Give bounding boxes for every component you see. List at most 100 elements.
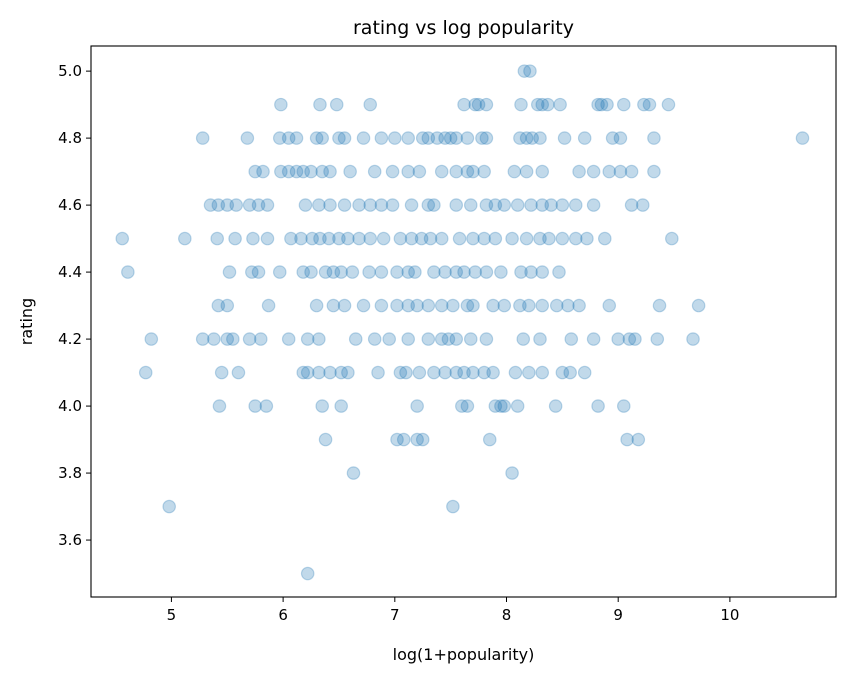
data-point: [274, 97, 288, 112]
data-point: [259, 399, 274, 413]
data-point: [203, 198, 218, 212]
data-point: [396, 432, 411, 447]
y-tick-label: 4.6: [58, 196, 82, 214]
data-point: [449, 265, 464, 279]
data-point: [318, 432, 333, 447]
data-point: [260, 231, 275, 246]
data-point: [446, 499, 460, 514]
data-point: [251, 265, 266, 279]
data-point: [323, 164, 337, 179]
data-point: [401, 164, 416, 179]
data-point: [488, 231, 503, 246]
data-point: [557, 131, 572, 145]
data-point: [385, 164, 400, 179]
data-point: [337, 198, 352, 212]
data-point: [519, 231, 534, 246]
data-point: [523, 64, 537, 78]
data-point: [341, 231, 355, 246]
data-point: [326, 298, 341, 313]
data-point: [272, 265, 287, 279]
data-point: [329, 97, 344, 112]
data-point: [457, 365, 471, 380]
data-point: [393, 231, 408, 246]
data-point: [401, 265, 416, 279]
data-point: [691, 298, 706, 313]
data-points: [115, 64, 810, 581]
data-point: [367, 332, 382, 346]
data-point: [479, 131, 494, 145]
data-point: [374, 198, 389, 212]
data-point: [466, 365, 480, 380]
data-point: [312, 365, 326, 380]
data-point: [497, 198, 512, 212]
data-point: [304, 265, 318, 279]
data-point: [449, 131, 464, 145]
data-point: [505, 466, 519, 480]
data-point: [272, 131, 287, 145]
data-point: [332, 231, 346, 246]
y-tick-label: 4.2: [58, 330, 82, 348]
data-point: [541, 97, 555, 112]
data-point: [519, 131, 534, 145]
data-point: [326, 265, 341, 279]
data-point: [438, 131, 452, 145]
data-point: [628, 332, 642, 346]
data-point: [415, 131, 430, 145]
data-point: [410, 432, 424, 447]
data-point: [616, 399, 631, 413]
data-point: [362, 265, 376, 279]
data-point: [475, 131, 489, 145]
data-point: [494, 399, 508, 413]
data-point: [479, 97, 494, 112]
data-point: [647, 131, 661, 145]
x-tick-label: 10: [720, 606, 739, 624]
data-point: [390, 265, 404, 279]
x-tick-label: 9: [613, 606, 623, 624]
data-point: [246, 231, 260, 246]
data-point: [482, 432, 497, 447]
data-point: [631, 432, 646, 447]
data-point: [597, 231, 612, 246]
data-point: [533, 332, 547, 346]
data-point: [486, 365, 500, 380]
y-axis-label: rating: [17, 298, 36, 345]
data-point: [421, 198, 436, 212]
data-point: [613, 164, 628, 179]
data-point: [312, 332, 326, 346]
data-point: [510, 198, 525, 212]
data-point: [334, 399, 348, 413]
data-point: [616, 97, 631, 112]
data-point: [497, 298, 512, 313]
data-point: [471, 97, 486, 112]
data-point: [591, 399, 605, 413]
data-point: [514, 265, 528, 279]
data-point: [352, 231, 366, 246]
data-point: [535, 265, 550, 279]
data-point: [294, 231, 308, 246]
data-point: [533, 131, 547, 145]
data-point: [568, 198, 583, 212]
data-point: [240, 131, 255, 145]
data-point: [343, 164, 357, 179]
data-point: [374, 265, 389, 279]
data-point: [434, 164, 449, 179]
data-point: [568, 231, 583, 246]
x-tick-label: 5: [167, 606, 177, 624]
data-point: [242, 332, 257, 346]
data-point: [605, 131, 620, 145]
data-point: [522, 298, 536, 313]
x-tick-label: 8: [502, 606, 512, 624]
data-point: [460, 131, 475, 145]
x-tick-label: 7: [390, 606, 400, 624]
data-point: [563, 365, 577, 380]
data-point: [356, 298, 371, 313]
data-point: [421, 131, 436, 145]
data-point: [385, 198, 400, 212]
data-point: [449, 332, 464, 346]
data-point: [401, 298, 416, 313]
data-point: [427, 198, 441, 212]
data-point: [449, 365, 464, 380]
data-point: [434, 231, 449, 246]
y-tick-label: 4.4: [58, 263, 82, 281]
data-point: [281, 131, 296, 145]
